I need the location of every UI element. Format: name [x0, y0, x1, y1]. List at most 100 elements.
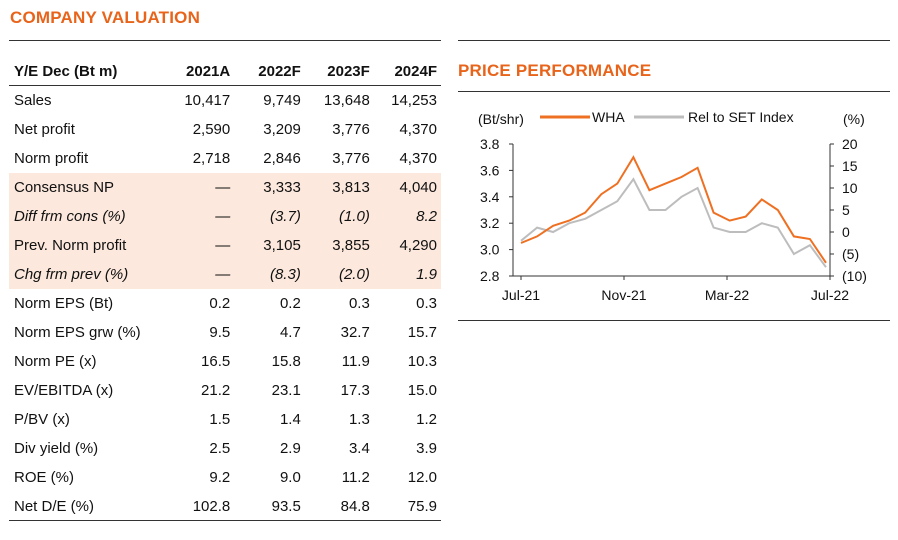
header-cell: 2024F: [369, 57, 441, 86]
row-value: 2,590: [192, 121, 231, 138]
price-bottom-rule: [458, 320, 890, 321]
table-row: Norm EPS grw (%) 9.5 4.7 32.7 15.7: [9, 318, 441, 347]
legend-label-wha: WHA: [592, 109, 625, 125]
price-performance-title: PRICE PERFORMANCE: [458, 61, 652, 80]
table-row: Norm PE (x) 16.5 15.8 11.9 10.3: [9, 347, 441, 376]
row-value: 4,040: [369, 173, 441, 202]
table-row: Div yield (%) 2.5 2.9 3.4 3.9: [9, 434, 441, 463]
row-value: 0.3: [416, 295, 437, 312]
table-row: Chg frm prev (%) — (8.3) (2.0) 1.9: [9, 260, 441, 289]
row-value: 32.7: [340, 324, 370, 341]
row-value: (8.3): [230, 260, 301, 289]
row-value: 3,209: [263, 121, 301, 138]
y-left-tick-label: 3.2: [480, 215, 500, 231]
row-value: 1.4: [279, 411, 301, 428]
y-left-tick-label: 3.0: [480, 242, 500, 258]
row-value: 15.7: [407, 324, 437, 341]
series-line-rel-to-set: [520, 177, 827, 268]
row-value: 102.8: [192, 498, 231, 515]
y-right-tick-label: (5): [842, 246, 859, 262]
row-value: 15.0: [407, 382, 437, 399]
right-axis-label: (%): [843, 111, 865, 127]
row-label: Div yield (%): [14, 440, 99, 457]
row-value: 14,253: [391, 92, 437, 109]
row-value: 4,290: [369, 231, 441, 260]
x-tick-label: Jul-21: [502, 287, 540, 303]
row-value: 12.0: [407, 469, 437, 486]
header-cell: 2022F: [230, 57, 301, 86]
row-value: 10,417: [184, 92, 231, 109]
y-right-tick-label: 0: [842, 224, 850, 240]
row-value: 3,333: [230, 173, 301, 202]
table-row: Prev. Norm profit —3,105 3,855 4,290: [9, 231, 441, 260]
row-value: 1.9: [369, 260, 441, 289]
y-left-tick-label: 3.8: [480, 136, 500, 152]
row-value: 4,370: [399, 150, 437, 167]
row-value: 0.2: [279, 295, 301, 312]
row-label: ROE (%): [14, 469, 74, 486]
y-right-tick-label: 15: [842, 158, 858, 174]
row-value: 2.9: [279, 440, 301, 457]
row-value: —: [169, 173, 231, 202]
row-value: 4,370: [399, 121, 437, 138]
legend-label-rel: Rel to SET Index: [688, 109, 794, 125]
row-value: 2,718: [192, 150, 231, 167]
x-tick-label: Nov-21: [601, 287, 646, 303]
row-value: 9.0: [279, 469, 301, 486]
row-value: —: [169, 260, 231, 289]
row-label: EV/EBITDA (x): [14, 382, 114, 399]
row-label: Chg frm prev (%): [9, 260, 170, 289]
header-cell: 2023F: [300, 57, 370, 86]
row-value: 21.2: [201, 382, 231, 399]
row-value: —: [169, 231, 231, 260]
row-value: 3,776: [332, 121, 370, 138]
row-value: 2.5: [209, 440, 231, 457]
row-value: 11.2: [341, 469, 370, 486]
y-right-tick-label: 20: [842, 136, 858, 152]
y-left-tick-label: 2.8: [480, 268, 500, 284]
row-value: 0.3: [348, 295, 370, 312]
y-right-tick-label: 5: [842, 202, 850, 218]
row-label: Norm PE (x): [14, 353, 97, 370]
y-left-tick-label: 3.4: [480, 189, 500, 205]
y-left-tick-label: 3.6: [480, 162, 500, 178]
row-value: 17.3: [340, 382, 370, 399]
row-value: 4.7: [279, 324, 301, 341]
y-right-tick-label: (10): [842, 268, 867, 284]
valuation-top-rule: [9, 40, 441, 41]
row-value: 9.2: [209, 469, 231, 486]
row-value: 13,648: [323, 92, 370, 109]
row-value: 8.2: [369, 202, 441, 231]
row-value: 3.4: [348, 440, 370, 457]
x-tick-label: Jul-22: [811, 287, 849, 303]
row-value: 2,846: [263, 150, 301, 167]
row-value: 23.1: [271, 382, 301, 399]
table-row: Consensus NP —3,333 3,813 4,040: [9, 173, 441, 202]
series-line-wha: [520, 155, 827, 264]
row-value: (2.0): [300, 260, 370, 289]
row-value: 75.9: [407, 498, 437, 515]
row-label: Sales: [14, 92, 52, 109]
table-row: Diff frm cons (%) — (3.7) (1.0) 8.2: [9, 202, 441, 231]
row-value: 1.2: [416, 411, 437, 428]
valuation-body: Sales 10,417 9,749 13,648 14,253 Net profit 2,…: [9, 86, 441, 522]
row-value: (1.0): [300, 202, 370, 231]
table-row: Net D/E (%) 102.8 93.5 84.8 75.9: [9, 492, 441, 521]
row-label: Consensus NP: [9, 173, 170, 202]
header-cell: Y/E Dec (Bt m): [9, 57, 170, 86]
row-value: 3,776: [332, 150, 370, 167]
row-value: (3.7): [230, 202, 301, 231]
x-tick-label: Mar-22: [705, 287, 750, 303]
table-row: Norm profit 2,718 2,846 3,776 4,370: [9, 144, 441, 173]
price-top-rule: [458, 40, 890, 41]
row-label: Net profit: [14, 121, 75, 138]
row-value: 3.9: [416, 440, 437, 457]
row-value: 10.3: [407, 353, 437, 370]
row-value: 9,749: [263, 92, 301, 109]
y-right-tick-label: 10: [842, 180, 858, 196]
row-value: 9.5: [209, 324, 231, 341]
row-label: Diff frm cons (%): [9, 202, 170, 231]
row-label: Net D/E (%): [14, 498, 95, 515]
row-value: 84.8: [340, 498, 370, 515]
row-label: Norm profit: [14, 150, 89, 167]
